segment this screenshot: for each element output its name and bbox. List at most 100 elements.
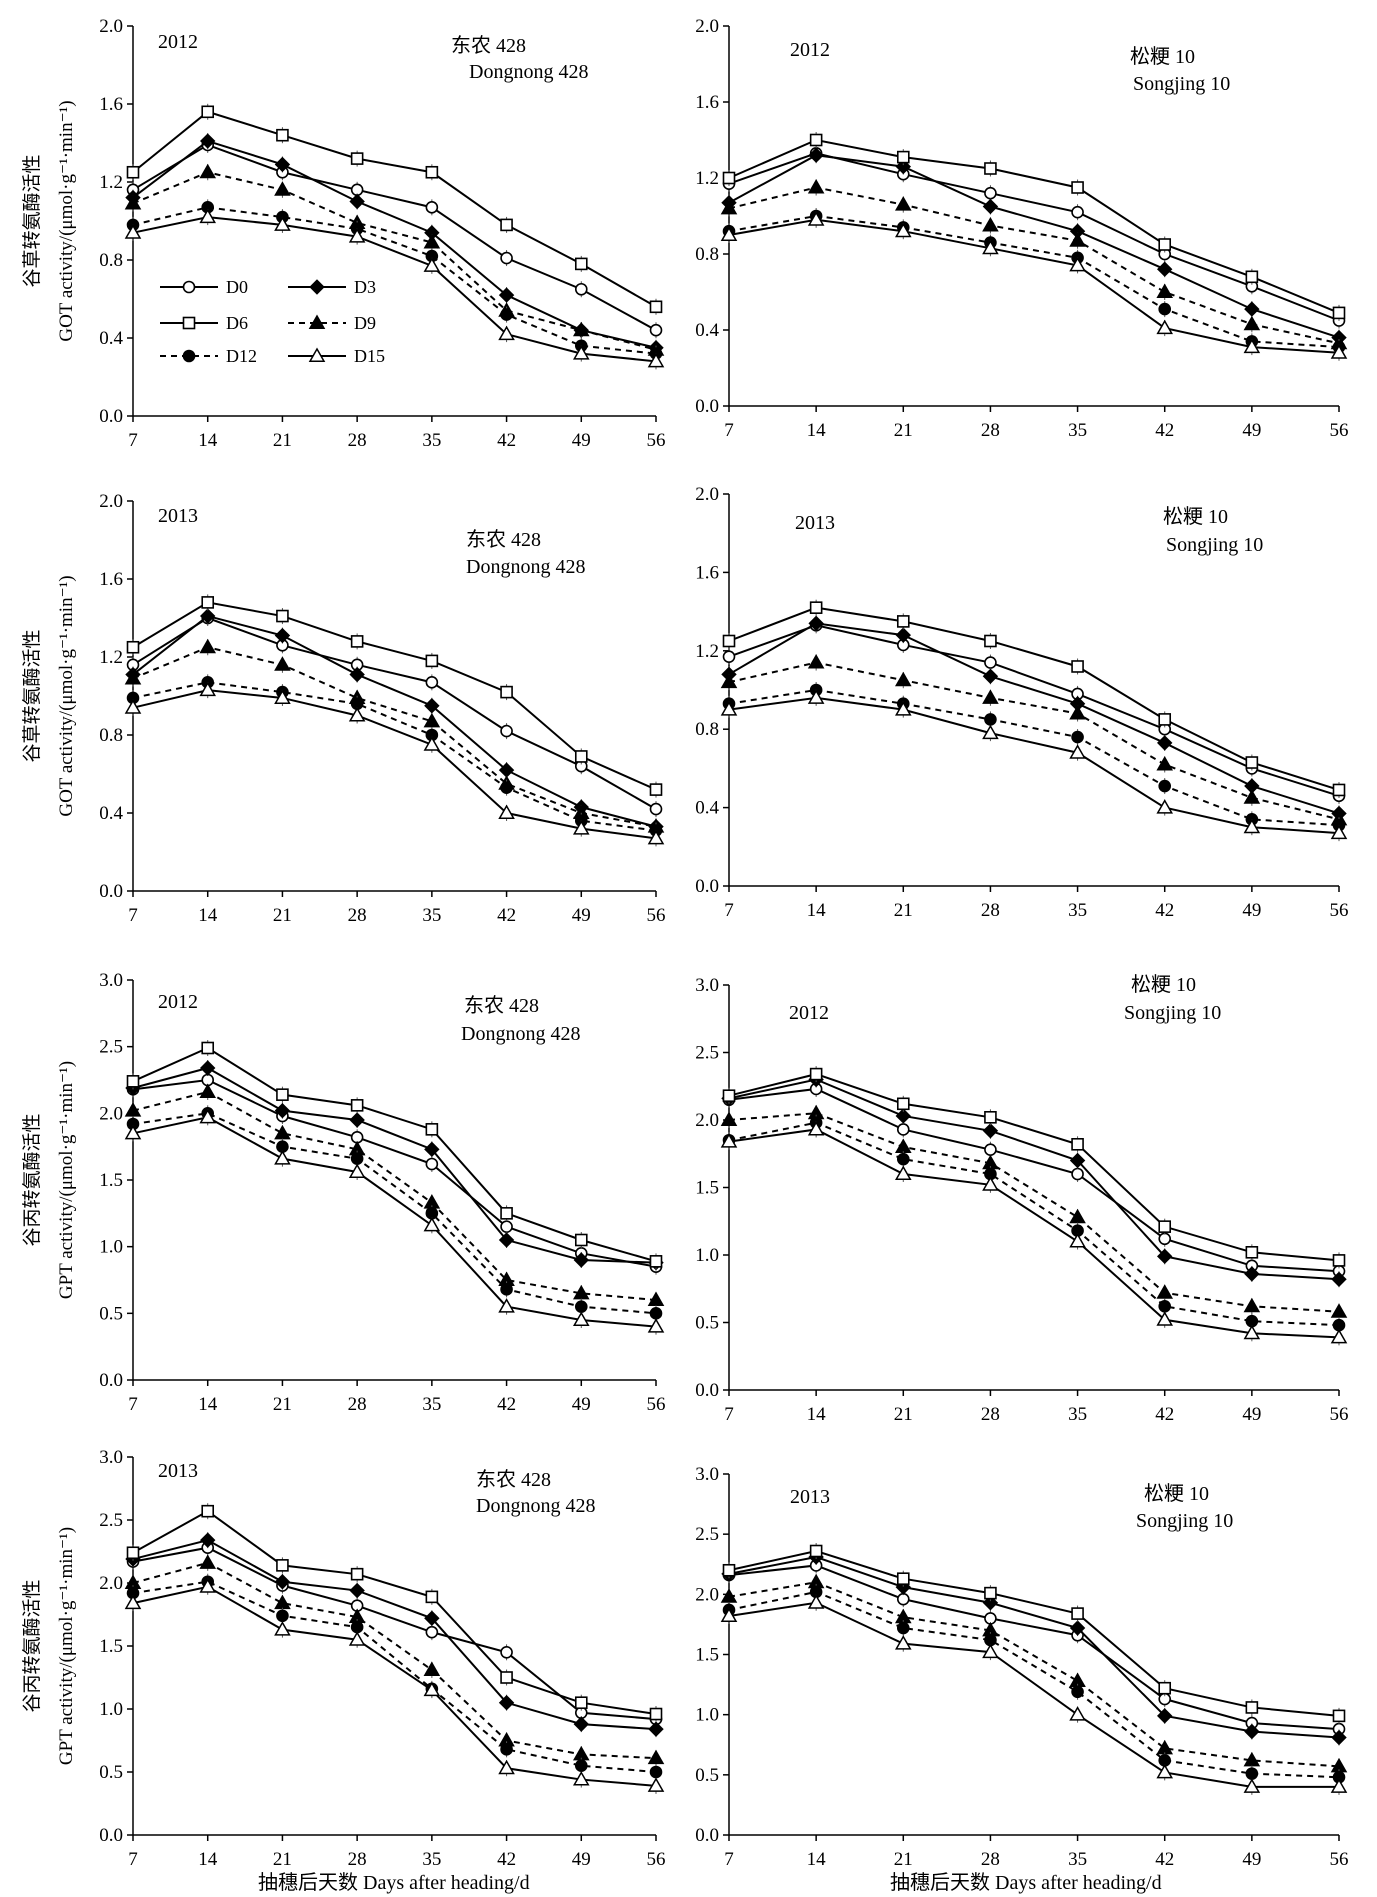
y-tick-label: 0.0 xyxy=(695,396,719,417)
panel-year: 2012 xyxy=(789,1002,829,1024)
data-point-D6 xyxy=(126,640,140,654)
data-point-D15 xyxy=(982,724,999,740)
y-axis-label-cn: 谷丙转氨酶活性 xyxy=(21,1579,43,1712)
x-tick-label: 42 xyxy=(1155,1849,1174,1870)
data-point-D6 xyxy=(809,1067,823,1081)
series-line-D9 xyxy=(132,1561,657,1760)
series-D6 xyxy=(722,1543,1346,1724)
data-point-D9 xyxy=(199,163,217,179)
series-line-D15 xyxy=(132,1116,657,1328)
data-point-D15 xyxy=(1156,799,1174,814)
y-tick-label: 0.0 xyxy=(695,876,719,897)
data-point-D3 xyxy=(349,193,365,210)
data-point-D6 xyxy=(1158,713,1172,726)
data-point-D9 xyxy=(1243,315,1261,331)
data-point-D15 xyxy=(498,1759,515,1775)
data-point-D15 xyxy=(498,1298,515,1313)
data-point-D15 xyxy=(572,1771,590,1786)
x-tick-label: 21 xyxy=(273,1849,292,1870)
data-point-D9 xyxy=(274,1594,291,1610)
data-point-D3 xyxy=(1157,735,1173,751)
panel-1: 0.0 0.4 0.8 1.2 1.6 2.0 7 14 21 28 35 42 49 56 2012 东农 … xyxy=(21,16,666,451)
panel-8: 0.0 0.5 1.0 1.5 2.0 2.5 3.0 7 14 21 28 35 42 49 56 2013… xyxy=(695,1464,1348,1870)
x-tick-label: 14 xyxy=(198,430,218,451)
data-point-D9 xyxy=(982,216,999,232)
data-point-D12 xyxy=(500,308,513,321)
panel-year: 2012 xyxy=(790,39,830,61)
x-tick-label: 7 xyxy=(724,1404,734,1425)
y-tick-label: 2.0 xyxy=(695,1584,719,1605)
y-tick-label: 0.5 xyxy=(695,1765,719,1786)
y-tick-label: 1.6 xyxy=(99,94,123,115)
data-point-D3 xyxy=(498,1232,515,1248)
panel-cultivar-en: Dongnong 428 xyxy=(466,556,585,578)
legend-item-D9: D9 xyxy=(288,313,376,333)
x-tick-label: 42 xyxy=(1155,420,1174,441)
data-point-D9 xyxy=(1156,755,1174,771)
data-point-D15 xyxy=(807,689,825,704)
legend-label: D12 xyxy=(226,346,257,366)
data-point-D9 xyxy=(572,1284,590,1300)
y-tick-label: 2.0 xyxy=(695,484,719,505)
x-tick-label: 49 xyxy=(572,1849,591,1870)
x-tick-label: 35 xyxy=(1068,900,1087,921)
panel-year: 2013 xyxy=(790,1486,830,1508)
data-point-D9 xyxy=(124,669,142,685)
data-point-D9 xyxy=(199,638,217,654)
data-point-D6 xyxy=(201,1041,215,1055)
data-point-D0 xyxy=(984,186,997,200)
series-line-D6 xyxy=(132,601,657,791)
y-tick-label: 1.0 xyxy=(99,1699,123,1720)
data-point-D15 xyxy=(647,1318,665,1333)
data-point-D3 xyxy=(349,1582,365,1599)
series-line-D15 xyxy=(728,218,1340,354)
data-point-D12 xyxy=(984,713,997,726)
data-point-D15 xyxy=(647,829,665,845)
series-line-D6 xyxy=(728,1549,1340,1717)
x-tick-label: 49 xyxy=(572,430,591,451)
series-D6 xyxy=(126,1040,663,1270)
data-point-D3 xyxy=(1157,1708,1173,1724)
series-D15 xyxy=(720,211,1348,361)
y-tick-label: 1.0 xyxy=(99,1237,123,1258)
x-axis-label-right: 抽穗后天数 Days after heading/d xyxy=(890,1872,1162,1894)
y-tick-label: 0.4 xyxy=(99,803,123,824)
data-point-D6 xyxy=(276,1559,289,1572)
y-tick-label: 1.5 xyxy=(99,1170,123,1191)
data-point-D9 xyxy=(982,689,999,704)
x-tick-label: 7 xyxy=(724,1849,734,1870)
series-line-D0 xyxy=(728,624,1340,797)
data-point-D15 xyxy=(423,1681,441,1697)
series-D6 xyxy=(126,1503,663,1723)
data-point-D15 xyxy=(894,701,912,716)
x-tick-label: 35 xyxy=(422,430,441,451)
y-tick-label: 3.0 xyxy=(695,975,719,996)
data-point-D15 xyxy=(274,216,291,231)
data-point-D15 xyxy=(807,1120,825,1136)
legend-marker-D0 xyxy=(182,280,196,294)
y-tick-label: 3.0 xyxy=(99,1447,123,1468)
series-D15 xyxy=(720,1594,1348,1795)
series-line-D12 xyxy=(728,1121,1340,1327)
x-tick-label: 42 xyxy=(497,905,516,926)
data-point-D0 xyxy=(425,201,439,214)
series-line-D3 xyxy=(728,1078,1340,1281)
data-point-D15 xyxy=(274,1150,291,1165)
data-point-D0 xyxy=(984,656,997,669)
data-point-D15 xyxy=(1330,344,1348,359)
data-point-D6 xyxy=(126,165,140,179)
data-point-D3 xyxy=(982,668,999,684)
x-tick-label: 56 xyxy=(647,905,666,926)
series-line-D6 xyxy=(132,1509,657,1716)
panel-year: 2013 xyxy=(795,512,835,534)
data-point-D15 xyxy=(1330,1328,1348,1344)
data-point-D15 xyxy=(199,1578,217,1593)
x-tick-label: 7 xyxy=(128,1849,138,1870)
data-point-D3 xyxy=(1157,1248,1173,1265)
x-tick-label: 7 xyxy=(128,430,138,451)
y-tick-label: 0.0 xyxy=(99,406,123,427)
series-line-D9 xyxy=(728,1112,1340,1313)
y-tick-label: 0.8 xyxy=(695,244,719,265)
data-point-D12 xyxy=(350,1152,364,1165)
y-tick-label: 0.8 xyxy=(99,725,123,746)
